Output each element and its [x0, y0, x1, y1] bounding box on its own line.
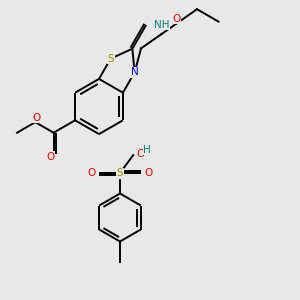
Text: O: O — [46, 152, 55, 162]
Text: O: O — [136, 148, 145, 159]
Text: O: O — [87, 168, 95, 178]
Text: H: H — [143, 145, 151, 155]
Text: O: O — [172, 14, 181, 24]
Text: S: S — [107, 54, 114, 64]
Text: O: O — [33, 113, 41, 123]
Text: O: O — [145, 168, 153, 178]
Text: NH: NH — [154, 20, 169, 30]
Text: S: S — [117, 168, 123, 178]
Text: N: N — [131, 68, 139, 77]
